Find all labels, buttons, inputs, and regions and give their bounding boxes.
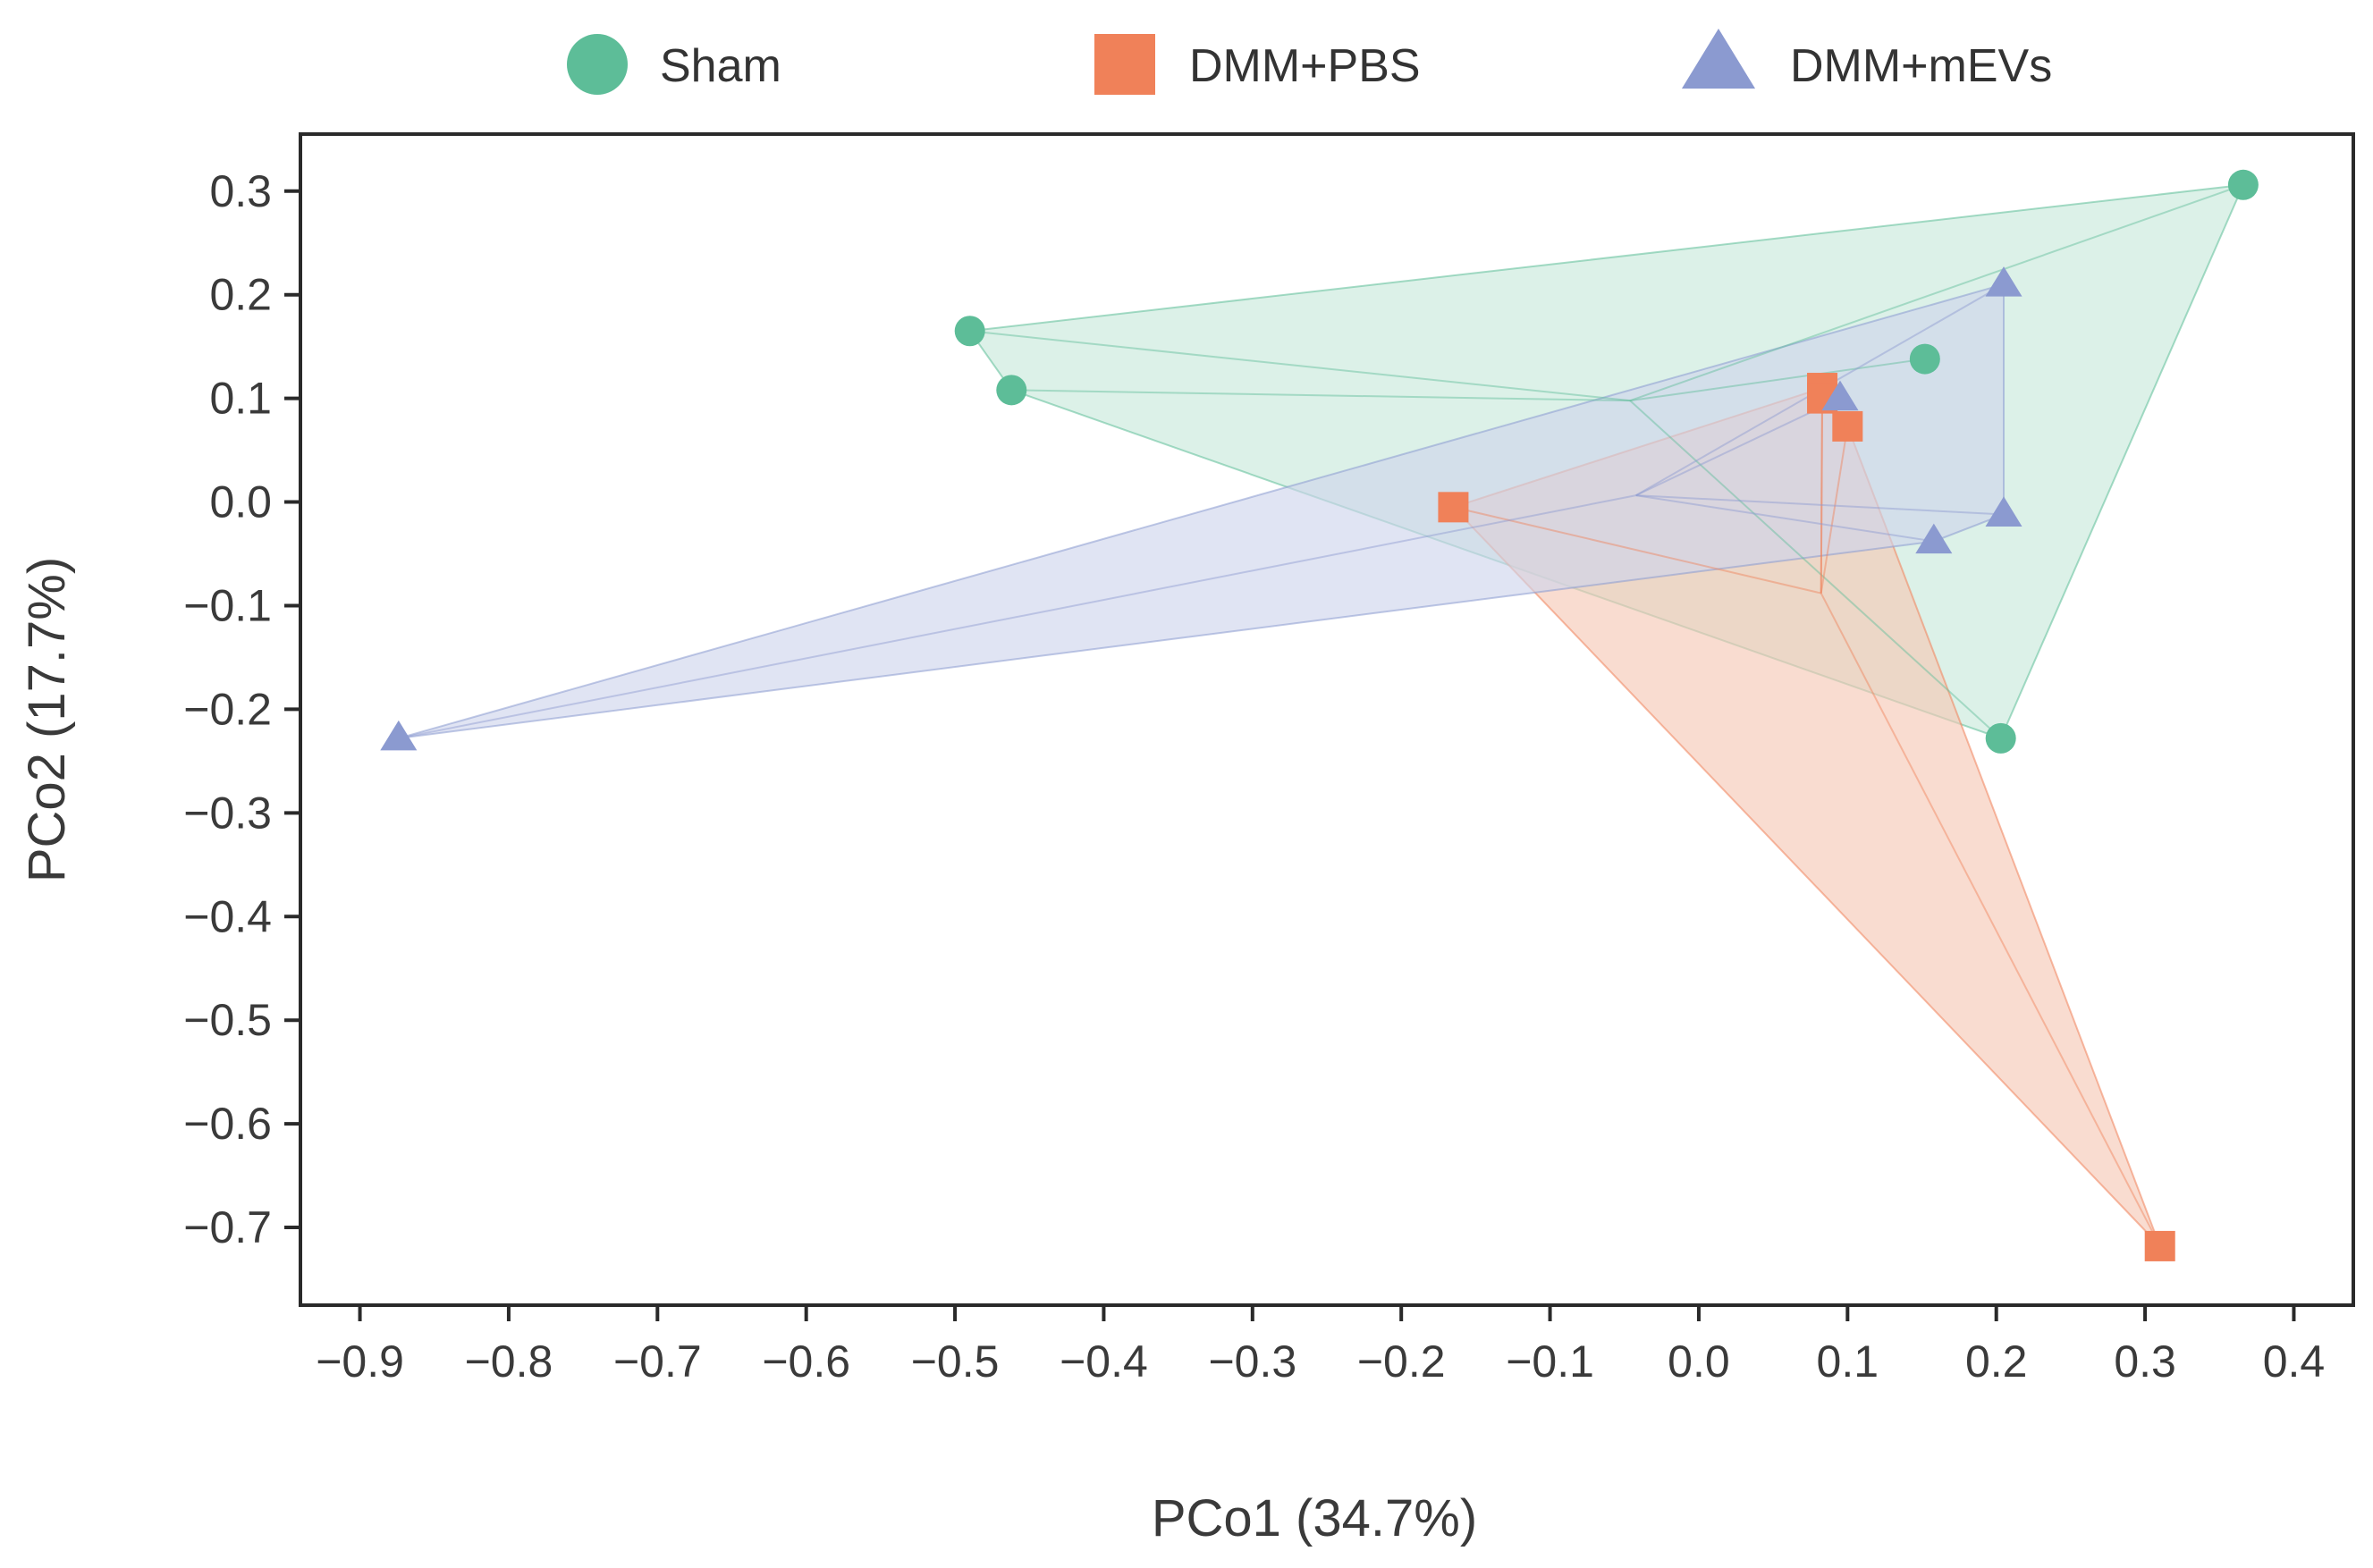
dmm-pbs-spoke-1 (1453, 506, 1821, 594)
dmm-pbs-point-5 (2144, 1230, 2175, 1261)
y-tick-label-6: −0.2 (183, 684, 272, 734)
sham-spoke-1 (969, 330, 1631, 402)
x-tick-label-14: 0.4 (2263, 1336, 2326, 1387)
dmm-mevs-point-1 (380, 720, 418, 751)
legend-sham-label: Sham (660, 40, 781, 92)
x-tick-label-8: −0.2 (1357, 1336, 1446, 1387)
y-tick-label-7: −0.3 (183, 788, 272, 838)
y-axis-title: PCo2 (17.7%) (18, 557, 76, 882)
data-point-layer (380, 169, 2259, 1261)
sham-spoke-4 (1629, 183, 2244, 402)
sham-spoke-5 (1629, 400, 2002, 739)
group-hull-layer (398, 183, 2245, 1247)
dmm-mevs-point-2 (1821, 380, 1859, 411)
plot-frame (299, 132, 2355, 1307)
dmm-mevs-point-4 (1985, 496, 2023, 527)
legend-sham-marker (567, 34, 628, 95)
sham-point-2 (996, 375, 1027, 406)
axis-tick-layer: −0.9 −0.8 −0.7 −0.6 −0.5 −0.4 −0.3 −0.2 −0.1 0.0 0… (183, 166, 2325, 1387)
y-tick-label-3: 0.1 (209, 374, 272, 424)
x-tick-label-1: −0.9 (316, 1336, 404, 1387)
x-tick-label-3: −0.7 (613, 1336, 702, 1387)
legend-dmm-pbs-label: DMM+PBS (1189, 40, 1421, 92)
dmm-mevs-spoke-4 (1635, 494, 2005, 516)
dmm-pbs-spoke-4 (1820, 426, 1849, 594)
sham-point-5 (1985, 722, 2016, 754)
legend: Sham DMM+PBS DMM+mEVs (567, 28, 2052, 95)
dmm-pbs-spoke-2 (1820, 388, 1824, 594)
x-tick-label-11: 0.1 (1817, 1336, 1879, 1387)
y-tick-label-1: 0.3 (209, 166, 272, 216)
y-tick-label-2: 0.2 (209, 270, 272, 320)
dmm-pbs-spoke-3 (1820, 398, 1824, 594)
legend-dmm-mevs-label: DMM+mEVs (1790, 40, 2052, 92)
sham-spoke-2 (1011, 389, 1631, 402)
dmm-mevs-point-5 (1985, 266, 2023, 297)
y-tick-label-9: −0.5 (183, 995, 272, 1045)
sham-point-3 (1909, 343, 1940, 375)
sham-spoke-3 (1629, 358, 1925, 402)
y-tick-label-5: −0.1 (183, 580, 272, 630)
legend-dmm-pbs-marker (1094, 34, 1155, 95)
x-tick-label-6: −0.4 (1060, 1336, 1148, 1387)
x-tick-label-7: −0.3 (1208, 1336, 1296, 1387)
x-tick-label-12: 0.2 (1965, 1336, 2028, 1387)
x-axis-title: PCo1 (34.7%) (1152, 1489, 1477, 1547)
dmm-pbs-point-4 (1832, 410, 1863, 442)
x-tick-label-9: −0.1 (1506, 1336, 1594, 1387)
x-tick-label-10: 0.0 (1668, 1336, 1730, 1387)
y-tick-label-10: −0.6 (183, 1099, 272, 1149)
group-spoke-layer (398, 183, 2244, 1247)
y-tick-label-4: 0.0 (209, 477, 272, 527)
dmm-mevs-point-3 (1915, 523, 1953, 554)
x-tick-label-2: −0.8 (465, 1336, 553, 1387)
sham-point-4 (2227, 169, 2259, 200)
y-tick-label-8: −0.4 (183, 891, 272, 941)
dmm-pbs-point-1 (1438, 492, 1469, 523)
y-tick-label-11: −0.7 (183, 1202, 272, 1252)
x-tick-label-4: −0.6 (762, 1336, 850, 1387)
sham-point-1 (954, 316, 985, 347)
legend-dmm-mevs-marker (1681, 28, 1756, 89)
x-tick-label-5: −0.5 (911, 1336, 1000, 1387)
dmm-mevs-spoke-2 (1635, 397, 1841, 497)
dmm-pbs-spoke-5 (1820, 593, 2161, 1247)
dmm-mevs-spoke-1 (398, 494, 1636, 739)
dmm-mevs-spoke-3 (1635, 494, 1934, 543)
x-tick-label-13: 0.3 (2114, 1336, 2176, 1387)
